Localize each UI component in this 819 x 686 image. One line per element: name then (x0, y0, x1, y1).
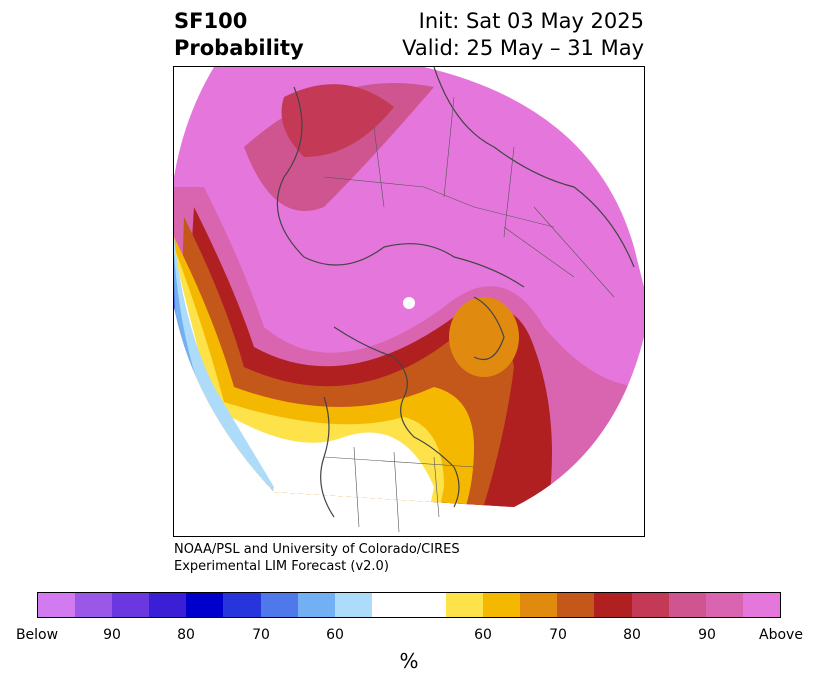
colorbar-segment (557, 593, 595, 617)
atlantic-orange-core (449, 297, 519, 377)
colorbar-tick-label: Below (15, 627, 59, 643)
colorbar-segment (742, 593, 780, 617)
colorbar-segment (446, 593, 484, 617)
colorbar-segment (483, 593, 521, 617)
probability-field (174, 67, 644, 507)
colorbar-tick-label: 80 (177, 627, 195, 643)
init-date-label: Init: Sat 03 May 2025 (418, 9, 644, 33)
colorbar-segment (520, 593, 558, 617)
north-pole-marker (403, 297, 415, 309)
colorbar-segment (297, 593, 335, 617)
colorbar-tick-label: Above (759, 627, 803, 643)
colorbar-segment (149, 593, 187, 617)
colorbar-tick-label: 70 (549, 627, 567, 643)
colorbar-tick-label: 70 (252, 627, 270, 643)
country-borders (323, 96, 615, 533)
valid-period-label: Valid: 25 May – 31 May (402, 36, 644, 60)
colorbar-tick-label: 90 (698, 627, 716, 643)
colorbar-segment (75, 593, 113, 617)
colorbar-segment (371, 593, 409, 617)
colorbar-tick-label: 80 (623, 627, 641, 643)
colorbar-segment (112, 593, 150, 617)
probability-map (173, 66, 645, 537)
colorbar-tick-label: 60 (474, 627, 492, 643)
polar-map-canvas (174, 67, 644, 533)
colorbar-segment (668, 593, 706, 617)
map-title-line1: SF100 (174, 9, 248, 33)
colorbar-tick-label: 60 (326, 627, 344, 643)
colorbar-segment (408, 593, 447, 617)
colorbar-segment (594, 593, 632, 617)
map-title-line2: Probability (174, 36, 304, 60)
colorbar-segment (705, 593, 743, 617)
colorbar-segment (334, 593, 372, 617)
arctic-core-region (281, 84, 394, 157)
colorbar-segment (186, 593, 224, 617)
colorbar-tick-label: 90 (103, 627, 121, 643)
colorbar-segment (38, 593, 76, 617)
colorbar-segment (223, 593, 261, 617)
credit-line-1: NOAA/PSL and University of Colorado/CIRE… (174, 542, 460, 557)
colorbar-segment (260, 593, 298, 617)
colorbar-segment (631, 593, 669, 617)
coastlines (276, 67, 635, 518)
credit-line-2: Experimental LIM Forecast (v2.0) (174, 559, 389, 574)
colorbar-unit: % (399, 649, 419, 673)
probability-colorbar (37, 592, 781, 618)
